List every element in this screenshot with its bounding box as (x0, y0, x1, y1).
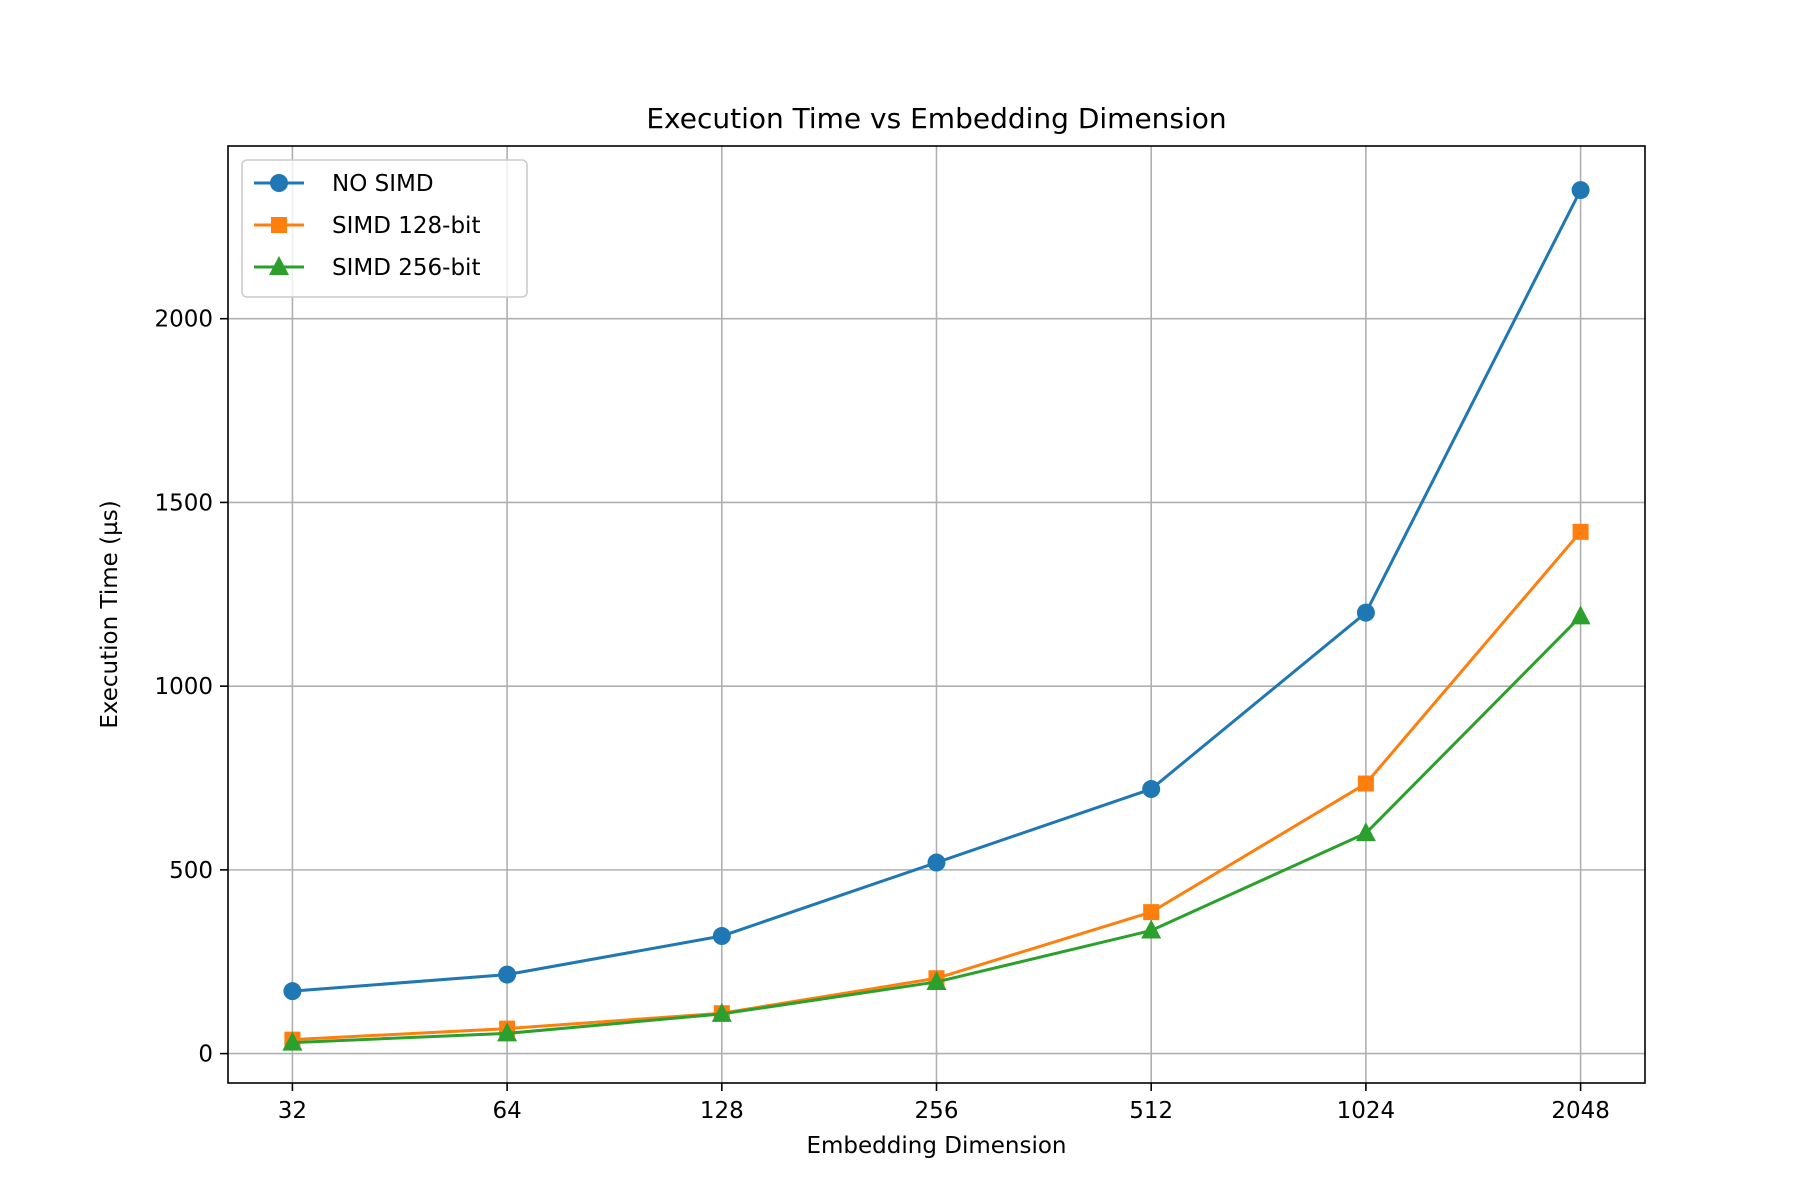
data-point-triangle (282, 1031, 303, 1051)
data-point-triangle (1141, 919, 1162, 939)
data-point-triangle (1355, 822, 1376, 842)
x-tick-label: 128 (700, 1098, 744, 1124)
y-axis-label: Execution Time (µs) (97, 500, 123, 728)
data-point-circle (1356, 603, 1375, 622)
data-point-circle (283, 982, 302, 1001)
data-point-circle (1142, 780, 1161, 799)
plot-series (282, 181, 1591, 1051)
data-point-triangle (497, 1022, 518, 1042)
chart-title: Execution Time vs Embedding Dimension (646, 102, 1226, 135)
series-1 (283, 181, 1590, 1001)
x-tick-label: 512 (1129, 1098, 1173, 1124)
data-point-triangle (711, 1002, 732, 1022)
legend-entry: SIMD 256-bit (254, 255, 480, 281)
legend-label: SIMD 128-bit (332, 213, 480, 239)
legend-label: NO SIMD (332, 171, 434, 197)
y-tick-label: 0 (198, 1042, 213, 1068)
legend-entry: SIMD 128-bit (254, 213, 480, 239)
legend-marker-circle (270, 174, 288, 192)
x-tick-label: 64 (492, 1098, 521, 1124)
x-axis-label: Embedding Dimension (806, 1133, 1066, 1159)
x-tick-label: 32 (278, 1098, 307, 1124)
data-point-square (1572, 523, 1589, 540)
data-point-circle (1571, 181, 1590, 200)
series-3 (282, 605, 1591, 1051)
data-point-square (1143, 904, 1160, 921)
y-tick-label: 1500 (154, 490, 213, 516)
y-tick-label: 2000 (154, 307, 213, 333)
legend: NO SIMD SIMD 128-bit SIMD 256-bit (241, 159, 528, 298)
y-tick-label: 500 (169, 858, 213, 884)
legend-marker-square (271, 217, 287, 233)
data-point-square (1357, 775, 1374, 792)
legend-box (241, 159, 528, 298)
grid (228, 146, 1645, 1083)
legend-label: SIMD 256-bit (332, 255, 480, 281)
data-point-triangle (926, 970, 947, 990)
data-point-circle (927, 853, 946, 872)
y-tick-label: 1000 (154, 674, 213, 700)
x-tick-label: 1024 (1337, 1098, 1396, 1124)
legend-marker-triangle (269, 256, 289, 275)
legend-entry: NO SIMD (254, 171, 434, 197)
x-tick-label: 2048 (1551, 1098, 1610, 1124)
x-tick-label: 256 (915, 1098, 959, 1124)
data-point-circle (712, 927, 731, 946)
axis-ticks: 32 64 128 256 512 1024 2048 0 500 1000 1500 2000 (154, 307, 1609, 1124)
data-point-circle (498, 965, 517, 984)
data-point-triangle (1570, 605, 1591, 625)
